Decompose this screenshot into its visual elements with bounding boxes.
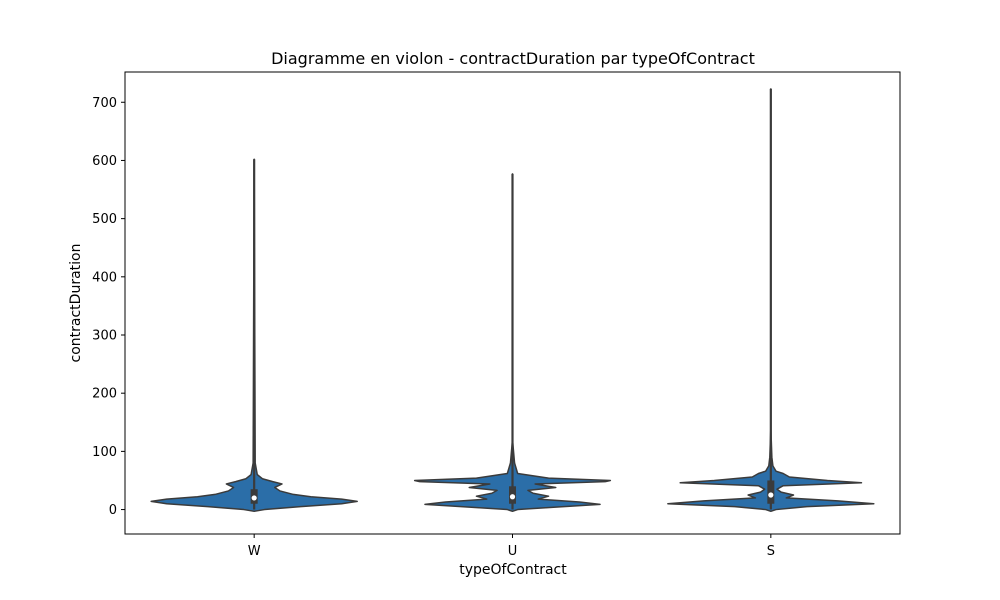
y-tick-label: 100 (92, 445, 117, 460)
violin-median (251, 495, 257, 501)
x-tick-label: S (767, 544, 775, 559)
chart-title: Diagramme en violon - contractDuration p… (271, 49, 755, 68)
violin-median (509, 494, 516, 500)
violin-iqr-box (767, 480, 775, 504)
violin-s (667, 88, 875, 513)
x-tick-label: W (248, 544, 261, 559)
y-tick-label: 500 (92, 212, 117, 227)
y-tick-label: 700 (92, 96, 117, 111)
y-axis-ticks: 0 100 200 300 400 500 600 700 (92, 96, 125, 518)
y-tick-label: 400 (92, 270, 117, 285)
x-tick-label: U (508, 544, 518, 559)
violin-body (667, 88, 875, 513)
y-tick-label: 200 (92, 387, 117, 402)
violin-median (768, 492, 774, 498)
y-axis-label: contractDuration (68, 244, 84, 363)
violin-layer (150, 88, 875, 513)
violin-u (413, 173, 612, 513)
y-tick-label: 0 (109, 503, 117, 518)
y-tick-label: 300 (92, 329, 117, 344)
violin-w (150, 158, 358, 513)
plot-area-frame (124, 71, 901, 535)
x-axis-label: typeOfContract (459, 562, 567, 578)
y-tick-label: 600 (92, 154, 117, 169)
